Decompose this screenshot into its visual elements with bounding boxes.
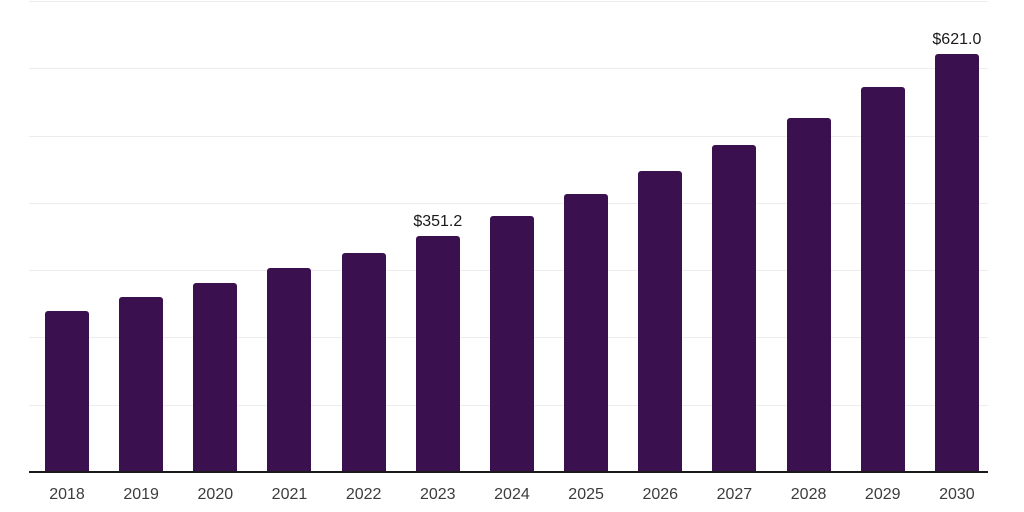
- x-tick-label-2027: 2027: [716, 486, 753, 503]
- bar-2022: [341, 253, 386, 472]
- gridline-600: [29, 68, 988, 70]
- bar-column-2018: 2018: [45, 311, 89, 503]
- bar-column-2025: 2025: [564, 193, 609, 503]
- bar-2018: [45, 311, 89, 472]
- x-tick-label-2023: 2023: [419, 486, 456, 503]
- x-tick-label-2029: 2029: [864, 486, 901, 503]
- bar-column-2024: 2024: [489, 215, 534, 503]
- bar-column-2026: 2026: [638, 171, 683, 503]
- x-tick-label-2020: 2020: [197, 486, 234, 503]
- plot-area: 2018 2019 2020 2021 2022 $351.2 2023 2024 2025 20…: [29, 1, 988, 503]
- bar-column-2019: 2019: [119, 297, 164, 503]
- bar-2019: [119, 297, 164, 472]
- gridline-400: [29, 202, 988, 204]
- bar-column-2027: 2027: [712, 144, 757, 503]
- bar-column-2022: 2022: [341, 253, 386, 503]
- bar-column-2021: 2021: [267, 267, 312, 503]
- gridline-700: [29, 1, 988, 2]
- bar-column-2030: $621.0 2030: [932, 31, 981, 503]
- bar-column-2029: 2029: [860, 87, 905, 503]
- x-tick-label-2026: 2026: [642, 486, 679, 503]
- gridline-500: [29, 135, 988, 137]
- x-axis-line: [29, 471, 988, 473]
- x-tick-label-2025: 2025: [568, 486, 604, 503]
- x-tick-label-2022: 2022: [345, 486, 382, 503]
- x-tick-label-2028: 2028: [790, 486, 827, 503]
- bar-2024: [489, 215, 534, 472]
- bars-container: 2018 2019 2020 2021 2022 $351.2 2023 2024 2025 20…: [45, 1, 981, 503]
- bar-2023: [415, 235, 460, 472]
- bar-2027: [712, 144, 757, 472]
- bar-2020: [193, 282, 238, 472]
- x-tick-label-2019: 2019: [123, 486, 159, 503]
- bar-2021: [267, 267, 312, 472]
- bar-2030: [934, 54, 979, 472]
- bar-column-2028: 2028: [786, 117, 831, 503]
- x-tick-label-2024: 2024: [494, 486, 530, 503]
- bar-column-2020: 2020: [193, 282, 238, 503]
- x-tick-label-2030: 2030: [939, 486, 975, 503]
- x-tick-label-2018: 2018: [49, 486, 85, 503]
- bar-2029: [860, 87, 905, 472]
- bar-value-label-2030: $621.0: [932, 31, 982, 49]
- bar-column-2023: $351.2 2023: [413, 213, 462, 503]
- bar-2025: [564, 193, 609, 472]
- bar-2026: [638, 171, 683, 472]
- bar-value-label-2023: $351.2: [413, 212, 463, 230]
- x-tick-label-2021: 2021: [271, 486, 308, 503]
- bar-2028: [786, 117, 831, 472]
